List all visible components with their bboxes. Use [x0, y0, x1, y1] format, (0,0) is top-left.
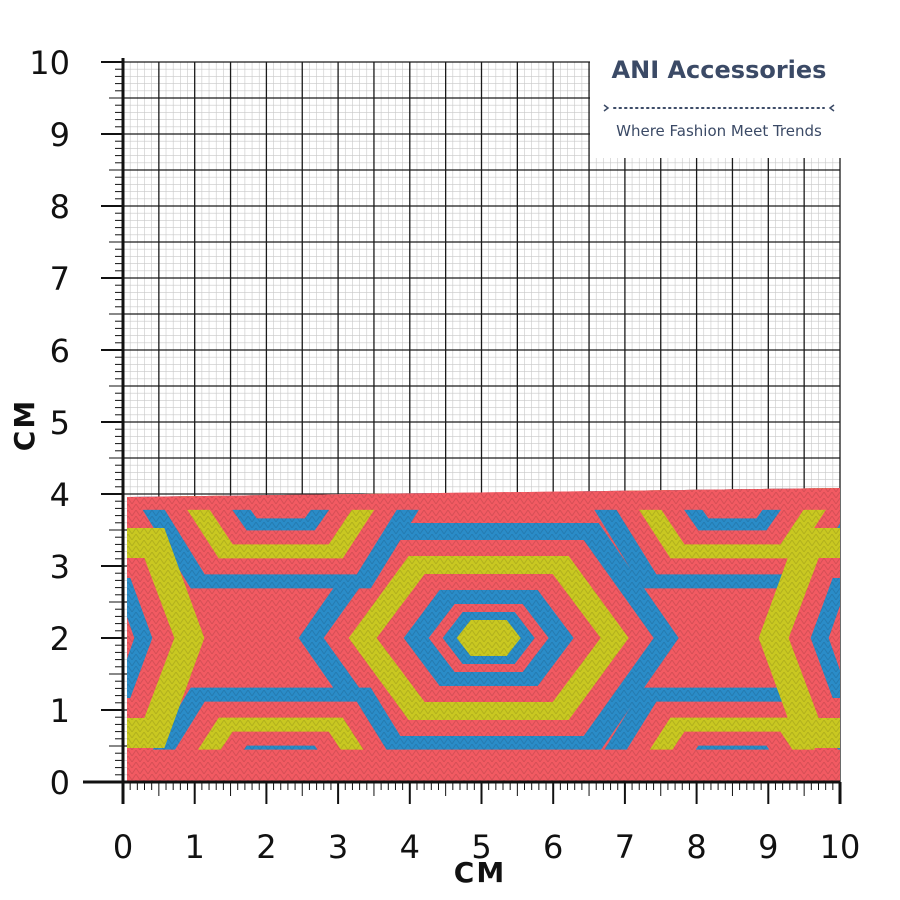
- y-tick-label: 6: [50, 332, 70, 370]
- x-tick-labels: 0 1 2 3 4 5 6 7 8 9 10: [113, 828, 861, 866]
- x-tick-label: 4: [400, 828, 420, 866]
- y-tick-label: 9: [50, 116, 70, 154]
- y-tick-label: 4: [50, 476, 70, 514]
- y-tick-label: 2: [50, 620, 70, 658]
- brand-logo: ANI Accessories Where Fashion Meet Trend…: [590, 52, 848, 158]
- y-axis-title: CM: [8, 399, 41, 451]
- y-tick-label: 10: [29, 44, 70, 82]
- y-tick-label: 1: [50, 692, 70, 730]
- x-tick-label: 1: [185, 828, 205, 866]
- x-tick-label: 3: [328, 828, 348, 866]
- x-tick-label: 7: [615, 828, 635, 866]
- x-tick-label: 2: [256, 828, 276, 866]
- knit-texture: [127, 488, 840, 782]
- y-tick-label: 0: [50, 764, 70, 802]
- x-tick-label: 9: [758, 828, 778, 866]
- x-tick-label: 5: [471, 828, 491, 866]
- x-tick-label: 10: [820, 828, 861, 866]
- x-tick-label: 0: [113, 828, 133, 866]
- product-band-image: [127, 488, 840, 782]
- y-tick-labels: 0 1 2 3 4 5 6 7 8 9 10: [29, 44, 70, 802]
- ruler-axes: [83, 58, 842, 804]
- brand-name: ANI Accessories: [611, 56, 827, 84]
- x-tick-label: 6: [543, 828, 563, 866]
- y-tick-label: 7: [50, 260, 70, 298]
- x-axis-title: CM: [454, 856, 506, 889]
- brand-tagline: Where Fashion Meet Trends: [616, 122, 822, 140]
- dotted-divider: [603, 104, 835, 112]
- y-tick-label: 8: [50, 188, 70, 226]
- x-tick-label: 8: [686, 828, 706, 866]
- y-tick-label: 5: [50, 404, 70, 442]
- y-tick-label: 3: [50, 548, 70, 586]
